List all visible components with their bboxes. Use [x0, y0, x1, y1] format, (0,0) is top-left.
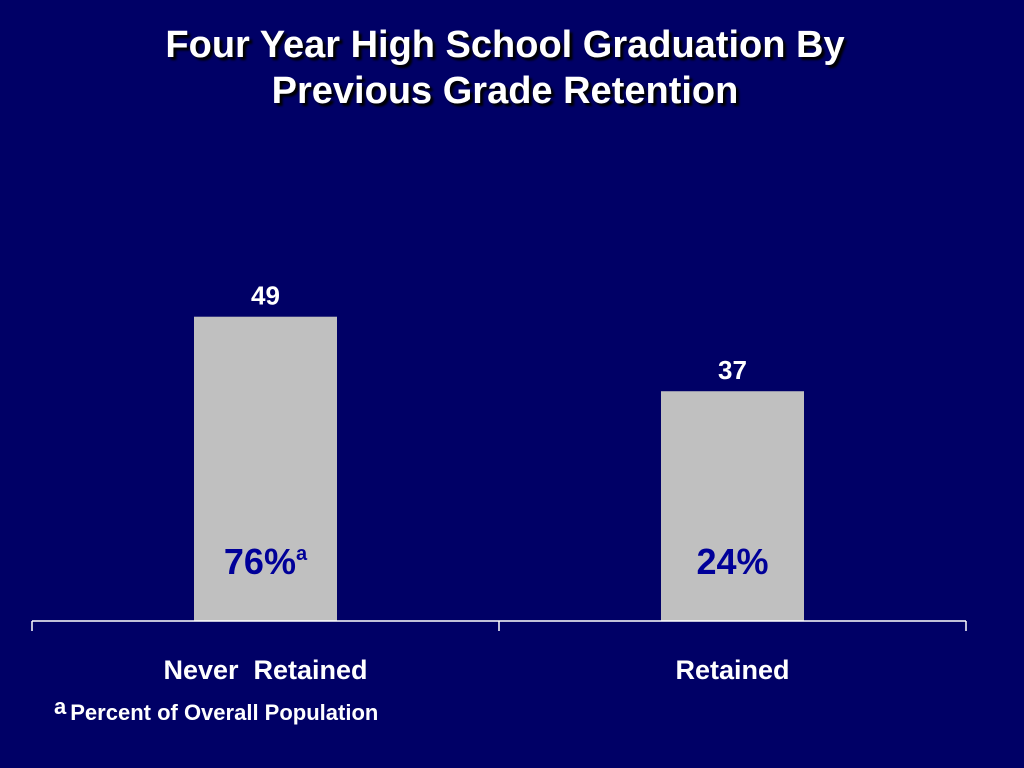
category-label-2: Retained — [675, 655, 789, 685]
title-line-1: Four Year High School Graduation By — [165, 24, 845, 66]
bar-2 — [661, 391, 804, 621]
bar-value-label-1: 49 — [251, 281, 280, 311]
footnote: a Percent of Overall Population — [54, 694, 379, 726]
footnote-marker: a — [54, 694, 67, 719]
bar-inner-label-2: 24% — [696, 541, 768, 582]
footnote-text: Percent of Overall Population — [70, 700, 379, 725]
bar-inner-label-1: 76%a — [224, 541, 308, 582]
category-label-1: Never Retained — [163, 655, 367, 685]
superscript-marker: a — [296, 543, 308, 565]
chart-title: Four Year High School Graduation By Prev… — [0, 22, 1010, 114]
bar-value-label-2: 37 — [718, 355, 747, 385]
title-line-2: Previous Grade Retention — [271, 70, 739, 112]
bar-1 — [194, 316, 337, 621]
